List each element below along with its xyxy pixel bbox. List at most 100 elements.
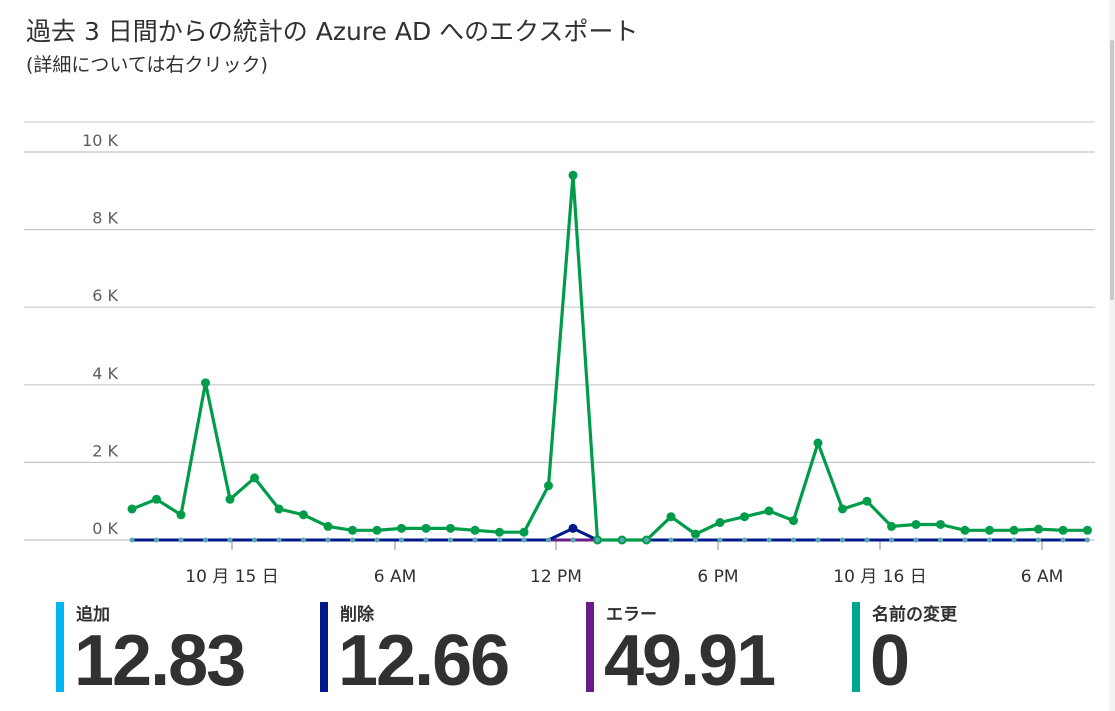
baseline-point-29 xyxy=(840,537,845,543)
baseline-point-28 xyxy=(815,537,821,543)
legend-color-bar-add xyxy=(56,602,64,692)
data-point-15 xyxy=(495,527,504,537)
data-point-1 xyxy=(152,494,161,504)
x-tick-label-0: 10 月 15 日 xyxy=(185,567,278,587)
data-point-23 xyxy=(691,529,700,539)
baseline-point-21 xyxy=(644,537,649,543)
vertical-scrollbar[interactable] xyxy=(1109,0,1115,711)
legend: 追加 12.83 削除 12.66 エラー 49.91 名前の変更 0 xyxy=(0,598,1110,701)
data-point-16 xyxy=(519,527,529,537)
legend-label-error: エラー xyxy=(606,605,657,625)
legend-color-bar-delete xyxy=(320,602,328,692)
data-point-8 xyxy=(323,521,333,531)
baseline-point-10 xyxy=(374,537,380,543)
data-point-10 xyxy=(372,525,382,535)
y-tick-label-0: 0 K xyxy=(92,519,118,538)
data-point-35 xyxy=(985,525,994,535)
baseline-point-17 xyxy=(546,537,551,543)
data-point-29 xyxy=(838,504,847,514)
baseline-point-36 xyxy=(1011,537,1017,543)
data-point-3 xyxy=(201,378,210,388)
legend-value-delete: 12.66 xyxy=(338,621,510,701)
data-point-26 xyxy=(764,506,774,516)
baseline-point-22 xyxy=(668,537,674,543)
baseline-point-16 xyxy=(521,537,527,543)
data-point-13 xyxy=(446,523,455,533)
scrollbar-thumb[interactable] xyxy=(1110,40,1114,300)
baseline-point-15 xyxy=(497,537,502,543)
legend-label-delete: 削除 xyxy=(340,605,374,625)
baseline-point-25 xyxy=(742,537,747,543)
baseline-point-37 xyxy=(1036,537,1041,543)
data-point-0 xyxy=(127,504,137,514)
baseline-point-14 xyxy=(472,537,478,543)
y-tick-label-4: 8 K xyxy=(92,209,118,228)
data-point-22 xyxy=(666,512,676,522)
line-chart[interactable]: 0 K 2 K 4 K 6 K 8 K 10 K 10 月 15 日 6 AM 12 PM 6 P… xyxy=(0,0,1110,600)
data-point-5 xyxy=(250,473,259,483)
data-point-6 xyxy=(274,504,284,514)
data-point-30 xyxy=(862,496,872,506)
x-tick-label-5: 6 AM xyxy=(1021,567,1064,587)
chart-title: 過去 3 日間からの統計の Azure AD へのエクスポート xyxy=(26,17,639,46)
legend-color-bar-error xyxy=(586,602,594,692)
data-point-38 xyxy=(1058,525,1068,535)
y-tick-label-3: 6 K xyxy=(92,286,118,305)
baseline-point-31 xyxy=(889,537,894,543)
data-point-39 xyxy=(1083,525,1092,535)
y-tick-label-1: 2 K xyxy=(92,441,118,460)
baseline-point-6 xyxy=(276,537,282,543)
legend-color-bar-rename xyxy=(852,602,860,692)
baseline-point-34 xyxy=(962,537,968,543)
baseline-point-27 xyxy=(791,537,796,543)
baseline-point-1 xyxy=(154,537,159,543)
baseline-point-30 xyxy=(864,537,870,543)
baseline-point-13 xyxy=(448,537,453,543)
baseline-point-32 xyxy=(913,537,919,543)
x-tick-label-2: 12 PM xyxy=(530,567,582,587)
data-point-34 xyxy=(960,525,970,535)
baseline-point-39 xyxy=(1085,537,1090,543)
y-tick-label-2: 4 K xyxy=(92,364,118,383)
baseline-point-8 xyxy=(325,537,331,543)
data-point-24 xyxy=(715,518,725,528)
data-point-11 xyxy=(397,523,406,533)
baseline-point-38 xyxy=(1060,537,1066,543)
y-tick-label-5: 10 K xyxy=(82,131,118,150)
legend-value-add: 12.83 xyxy=(74,621,246,701)
data-point-7 xyxy=(299,510,308,520)
x-tick-label-4: 10 月 16 日 xyxy=(833,567,926,587)
data-point-33 xyxy=(936,519,945,529)
baseline-point-33 xyxy=(938,537,943,543)
data-point-14 xyxy=(470,525,480,535)
baseline-point-35 xyxy=(987,537,992,543)
legend-value-error: 49.91 xyxy=(604,621,776,701)
delete-point-18 xyxy=(568,523,578,533)
baseline-point-3 xyxy=(203,537,208,543)
baseline-point-23 xyxy=(693,537,698,543)
x-tick-label-1: 6 AM xyxy=(374,567,417,587)
data-point-27 xyxy=(789,516,798,526)
baseline-point-9 xyxy=(350,537,355,543)
data-point-17 xyxy=(544,481,553,491)
data-point-28 xyxy=(813,438,823,448)
baseline-point-0 xyxy=(129,537,135,543)
data-point-37 xyxy=(1034,524,1043,534)
x-tick-label-3: 6 PM xyxy=(697,567,738,587)
legend-value-rename: 0 xyxy=(870,621,910,701)
baseline-point-12 xyxy=(423,537,429,543)
series-line-0 xyxy=(131,173,1088,542)
baseline-point-2 xyxy=(178,537,184,543)
baseline-point-20 xyxy=(619,537,625,543)
baseline-point-18 xyxy=(570,537,576,543)
baseline-point-7 xyxy=(301,537,306,543)
data-point-31 xyxy=(887,521,896,531)
data-point-18 xyxy=(568,170,578,180)
legend-label-add: 追加 xyxy=(76,605,110,625)
baseline-point-19 xyxy=(595,537,600,543)
data-point-4 xyxy=(225,494,235,504)
data-point-9 xyxy=(348,525,357,535)
baseline-point-5 xyxy=(252,537,257,543)
baseline-point-24 xyxy=(717,537,723,543)
baseline-point-11 xyxy=(399,537,404,543)
